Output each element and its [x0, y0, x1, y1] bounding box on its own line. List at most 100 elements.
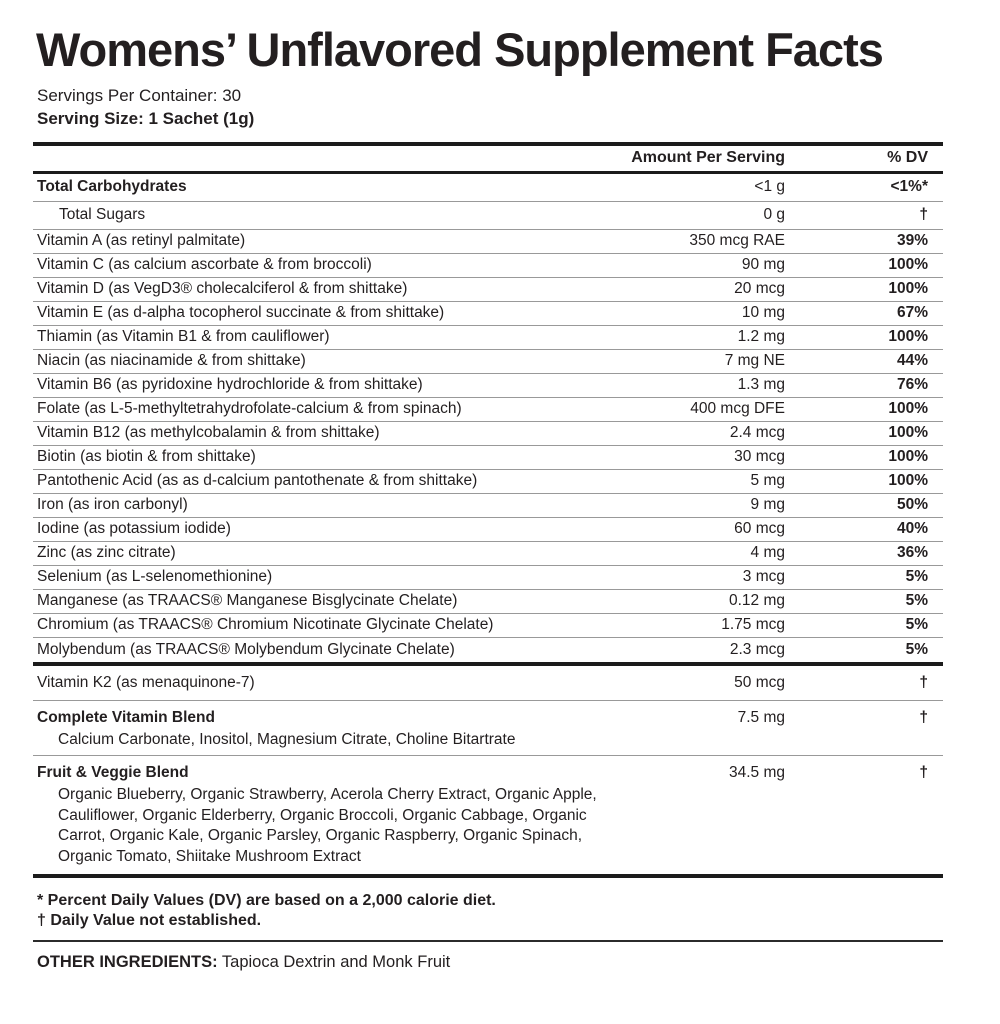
table-row: Pantothenic Acid (as as d-calcium pantot…	[33, 470, 943, 494]
row-dv: †	[919, 764, 928, 782]
other-ingredients-label: OTHER INGREDIENTS:	[37, 953, 218, 972]
row-amount: 5 mg	[750, 472, 785, 490]
table-row: Total Sugars 0 g †	[33, 202, 943, 230]
table-row: Selenium (as L-selenomethionine) 3 mcg 5…	[33, 566, 943, 590]
page-title: Womens’ Unflavored Supplement Facts	[36, 23, 884, 76]
row-dv: 76%	[896, 376, 928, 394]
supplement-table: Amount Per Serving % DV Total Carbohydra…	[33, 141, 943, 973]
row-dv: 36%	[896, 544, 928, 562]
row-amount: 20 mcg	[734, 280, 785, 298]
table-row: Total Carbohydrates <1 g <1%*	[33, 174, 943, 202]
serving-size: Serving Size: 1 Sachet (1g)	[37, 108, 255, 128]
row-dv: 40%	[896, 520, 928, 538]
row-dv: †	[919, 206, 928, 224]
servings-per-container: Servings Per Container: 30	[37, 85, 242, 105]
row-dv: 39%	[896, 232, 928, 250]
row-dv: 5%	[905, 592, 928, 610]
row-dv: 100%	[888, 472, 928, 490]
row-label: Molybendum (as TRAACS® Molybendum Glycin…	[37, 640, 455, 658]
blend-block: Fruit & Veggie Blend 34.5 mg † Organic B…	[33, 756, 943, 874]
row-amount: 7 mg NE	[724, 352, 785, 370]
row-label: Iron (as iron carbonyl)	[37, 496, 188, 514]
row-dv: 100%	[888, 448, 928, 466]
table-row: Niacin (as niacinamide & from shittake) …	[33, 350, 943, 374]
row-label: Vitamin K2 (as menaquinone-7)	[37, 673, 255, 691]
row-dv: †	[919, 708, 928, 726]
table-row: Manganese (as TRAACS® Manganese Bisglyci…	[33, 590, 943, 614]
row-dv: 100%	[888, 424, 928, 442]
table-row: Thiamin (as Vitamin B1 & from cauliflowe…	[33, 326, 943, 350]
table-row: Vitamin B6 (as pyridoxine hydrochloride …	[33, 374, 943, 398]
row-dv: 100%	[888, 328, 928, 346]
table-row: Vitamin K2 (as menaquinone-7) 50 mcg †	[33, 671, 943, 695]
row-amount: 2.3 mcg	[729, 640, 785, 658]
row-label: Total Carbohydrates	[37, 178, 187, 196]
table-row: Iron (as iron carbonyl) 9 mg 50%	[33, 494, 943, 518]
row-amount: 4 mg	[750, 544, 785, 562]
row-dv: 67%	[896, 304, 928, 322]
table-row: Vitamin B12 (as methylcobalamin & from s…	[33, 422, 943, 446]
blend-sub-ingredients: Organic Blueberry, Organic Strawberry, A…	[58, 786, 597, 865]
table-header-row: Amount Per Serving % DV	[33, 146, 943, 171]
other-ingredients-divider-rule	[33, 940, 943, 943]
row-label: Iodine (as potassium iodide)	[37, 520, 231, 538]
blend-rows-section: Vitamin K2 (as menaquinone-7) 50 mcg † C…	[33, 666, 943, 875]
row-dv: 5%	[905, 616, 928, 634]
row-amount: 30 mcg	[734, 448, 785, 466]
row-amount: 1.2 mg	[737, 328, 785, 346]
row-amount: 2.4 mcg	[729, 424, 785, 442]
row-dv: 50%	[896, 496, 928, 514]
table-row: Vitamin D (as VegD3® cholecalciferol & f…	[33, 278, 943, 302]
row-amount: 1.75 mcg	[721, 616, 785, 634]
row-label: Zinc (as zinc citrate)	[37, 544, 176, 562]
row-label: Pantothenic Acid (as as d-calcium pantot…	[37, 472, 478, 490]
table-row: Biotin (as biotin & from shittake) 30 mc…	[33, 446, 943, 470]
row-label: Folate (as L-5-methyltetrahydrofolate-ca…	[37, 400, 462, 418]
row-label: Thiamin (as Vitamin B1 & from cauliflowe…	[37, 328, 330, 346]
row-amount: 50 mcg	[734, 673, 785, 691]
column-header-amount: Amount Per Serving	[631, 149, 785, 167]
row-dv: †	[919, 673, 928, 691]
row-label: Vitamin C (as calcium ascorbate & from b…	[37, 256, 372, 274]
row-dv: 100%	[888, 400, 928, 418]
row-amount: 9 mg	[750, 496, 785, 514]
table-row: Molybendum (as TRAACS® Molybendum Glycin…	[33, 638, 943, 662]
row-label: Manganese (as TRAACS® Manganese Bisglyci…	[37, 592, 458, 610]
blend-block: Complete Vitamin Blend 7.5 mg † Calcium …	[33, 701, 943, 757]
table-row: Fruit & Veggie Blend 34.5 mg †	[33, 761, 943, 785]
row-dv: 5%	[905, 568, 928, 586]
row-label: Vitamin A (as retinyl palmitate)	[37, 232, 246, 250]
table-row: Vitamin C (as calcium ascorbate & from b…	[33, 254, 943, 278]
section-divider-rule	[33, 661, 943, 666]
header-divider-rule	[33, 170, 943, 174]
footnote-dagger: † Daily Value not established.	[37, 912, 262, 930]
blend-block: Vitamin K2 (as menaquinone-7) 50 mcg †	[33, 666, 943, 701]
nutrient-rows-section: Total Carbohydrates <1 g <1%* Total Suga…	[33, 174, 943, 662]
row-label: Selenium (as L-selenomethionine)	[37, 568, 273, 586]
row-label: Complete Vitamin Blend	[37, 708, 215, 726]
row-amount: 3 mcg	[742, 568, 785, 586]
row-amount: 10 mg	[741, 304, 785, 322]
row-amount: 90 mg	[741, 256, 785, 274]
row-label: Vitamin B6 (as pyridoxine hydrochloride …	[37, 376, 423, 394]
table-row: Vitamin E (as d-alpha tocopherol succina…	[33, 302, 943, 326]
row-label: Chromium (as TRAACS® Chromium Nicotinate…	[37, 616, 494, 634]
footnotes: * Percent Daily Values (DV) are based on…	[33, 878, 943, 940]
table-row: Chromium (as TRAACS® Chromium Nicotinate…	[33, 614, 943, 638]
blend-sub-ingredients: Calcium Carbonate, Inositol, Magnesium C…	[58, 730, 516, 748]
table-top-rule	[33, 141, 943, 146]
footnote-divider-rule	[33, 874, 943, 879]
row-label: Total Sugars	[59, 206, 146, 224]
footnote-dv: * Percent Daily Values (DV) are based on…	[37, 892, 496, 910]
row-label: Vitamin D (as VegD3® cholecalciferol & f…	[37, 280, 408, 298]
supplement-facts-label: Womens’ Unflavored Supplement Facts Serv…	[0, 24, 1000, 1024]
column-header-dv: % DV	[887, 149, 928, 167]
row-dv: 44%	[896, 352, 928, 370]
table-row: Zinc (as zinc citrate) 4 mg 36%	[33, 542, 943, 566]
row-label: Vitamin B12 (as methylcobalamin & from s…	[37, 424, 380, 442]
row-dv: 100%	[888, 280, 928, 298]
row-amount: 350 mcg RAE	[689, 232, 785, 250]
row-dv: 5%	[905, 640, 928, 658]
table-row: Vitamin A (as retinyl palmitate) 350 mcg…	[33, 230, 943, 254]
row-amount: 400 mcg DFE	[690, 400, 785, 418]
